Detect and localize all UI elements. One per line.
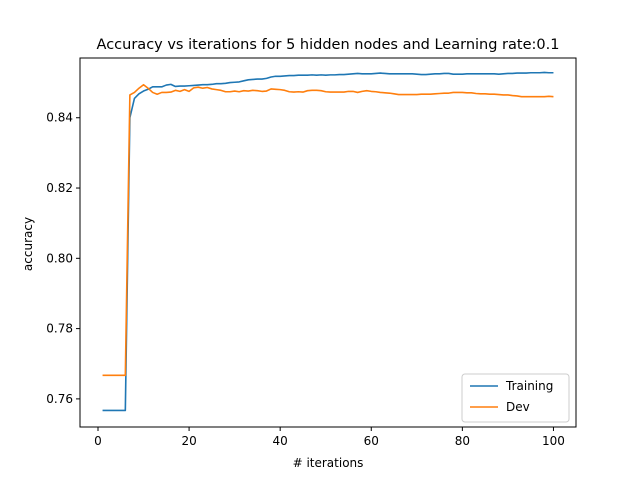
x-axis-title: # iterations	[293, 456, 364, 470]
legend-label-training: Training	[505, 379, 553, 393]
legend-label-dev: Dev	[506, 400, 530, 414]
series-line-dev	[102, 83, 554, 377]
x-tick-label: 60	[364, 434, 379, 448]
x-tick-label: 20	[181, 434, 196, 448]
x-tick-label: 40	[273, 434, 288, 448]
x-tick-label: 0	[94, 434, 102, 448]
series-line-training	[102, 71, 554, 412]
chart-title: Accuracy vs iterations for 5 hidden node…	[97, 37, 560, 53]
y-tick-label: 0.82	[46, 181, 73, 195]
y-tick-label: 0.80	[46, 251, 73, 265]
x-tick-label: 100	[542, 434, 565, 448]
y-tick-label: 0.78	[46, 322, 73, 336]
y-axis-title: accuracy	[21, 217, 35, 271]
x-tick-label: 80	[455, 434, 470, 448]
legend: Training Dev	[461, 373, 570, 423]
plot-area: 0 20 40 60 80 100 0.76 0.78 0.80 0.82 0.84	[46, 57, 577, 448]
y-tick-label: 0.84	[46, 111, 73, 125]
y-tick-label: 0.76	[46, 392, 73, 406]
plot-frame	[79, 57, 577, 428]
